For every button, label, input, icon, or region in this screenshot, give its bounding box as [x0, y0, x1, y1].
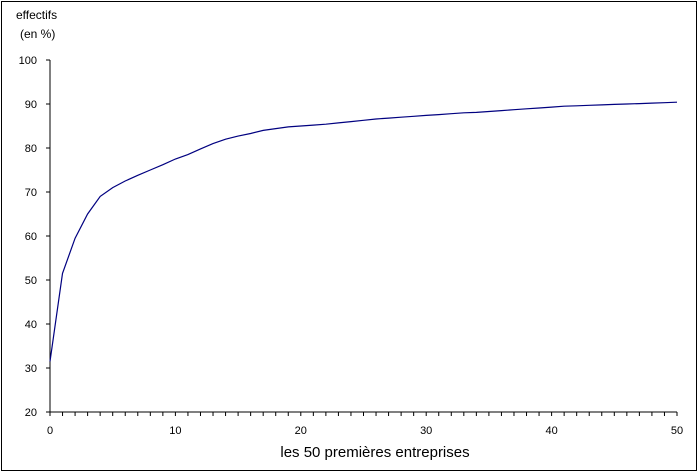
- y-tick-label: 70: [25, 187, 37, 199]
- y-tick-label: 50: [25, 275, 37, 287]
- series-line: [49, 101, 678, 362]
- x-tick-label: 20: [295, 425, 307, 437]
- x-axis-label: les 50 premières entreprises: [280, 444, 470, 461]
- x-tick-label: 10: [169, 425, 181, 437]
- y-tick-label: 40: [25, 319, 37, 331]
- y-tick-label: 80: [25, 143, 37, 155]
- x-tick-label: 50: [671, 425, 683, 437]
- x-tick-label: 30: [420, 425, 432, 437]
- y-tick-label: 60: [25, 231, 37, 243]
- x-tick-label: 0: [47, 425, 53, 437]
- y-tick-label: 20: [25, 407, 37, 419]
- y-tick-label: 90: [25, 99, 37, 111]
- y-axis-label-line1: effectifs: [16, 8, 58, 22]
- y-axis-label-line2: (en %): [20, 27, 56, 41]
- y-tick-label: 30: [25, 363, 37, 375]
- y-tick-label: 100: [19, 55, 37, 67]
- x-tick-label: 40: [545, 425, 557, 437]
